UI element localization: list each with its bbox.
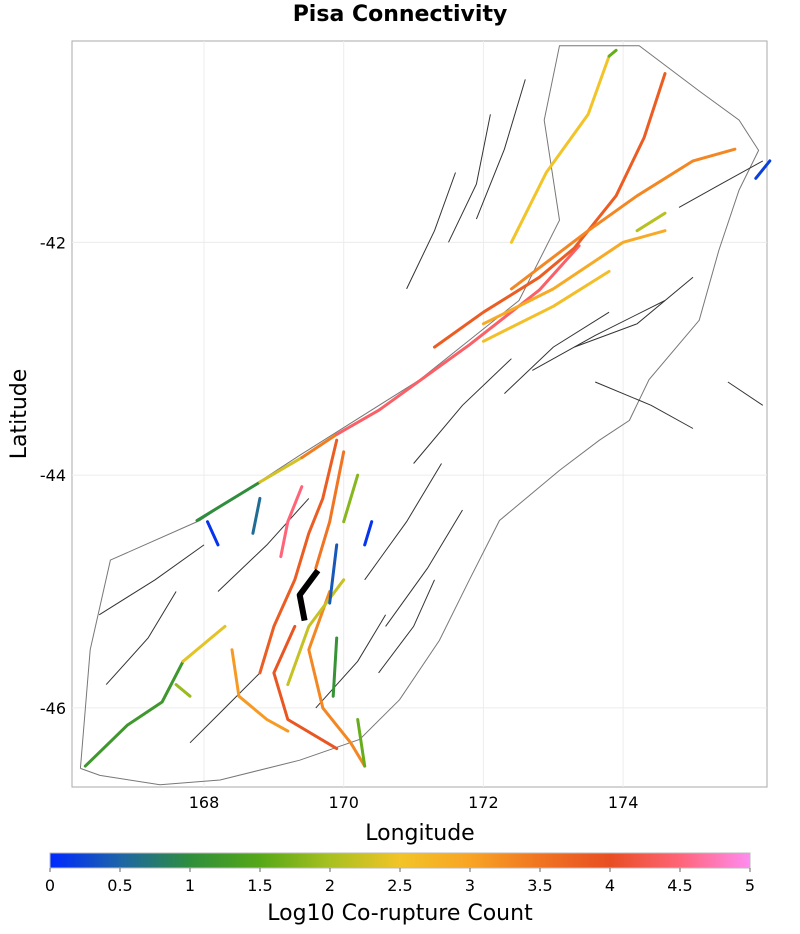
colorbar-tick-label: 3.5 (527, 876, 552, 895)
background-faults (98, 79, 764, 744)
x-axis-ticks: 168 170 172 174 (189, 793, 639, 812)
colorbar-tick-label: 4.5 (667, 876, 692, 895)
y-axis-ticks: -42 -44 -46 (40, 233, 66, 718)
x-tick-label: 168 (189, 793, 220, 812)
fault-trace (272, 624, 339, 751)
target-fault (296, 568, 321, 622)
background-fault (532, 300, 666, 371)
x-axis-label: Longitude (365, 821, 474, 846)
colorbar-label: Log10 Co-rupture Count (267, 901, 533, 926)
y-tick-label: -46 (40, 699, 66, 718)
fault-trace (754, 159, 772, 180)
fault-trace (300, 432, 339, 460)
fault-trace (335, 244, 581, 436)
fault-trace (258, 438, 339, 675)
fault-trace (258, 456, 304, 484)
fault-trace (509, 147, 737, 291)
background-fault (315, 614, 387, 709)
background-fault (448, 114, 491, 243)
background-fault (385, 509, 463, 627)
background-fault (364, 463, 442, 581)
colorbar-tick-label: 1 (185, 876, 195, 895)
x-tick-label: 174 (608, 793, 639, 812)
colorbar-tick-label: 1.5 (247, 876, 272, 895)
colorbar-tick-label: 3 (465, 876, 475, 895)
background-fault (475, 79, 526, 220)
fault-trace (607, 48, 618, 58)
background-fault (189, 672, 261, 744)
colorbar-tick-label: 0.5 (107, 876, 132, 895)
grid (72, 41, 767, 787)
fault-trace (509, 54, 611, 244)
fault-trace (174, 683, 192, 698)
fault-trace (230, 648, 290, 733)
background-fault (98, 544, 205, 616)
background-fault (595, 381, 694, 429)
fault-trace (307, 590, 367, 768)
fault-trace (635, 211, 667, 233)
colorbar-tick-label: 0 (45, 876, 55, 895)
plot-area (71, 40, 768, 788)
colorbar-tick-label: 2.5 (387, 876, 412, 895)
fault-trace (314, 450, 346, 570)
fault-trace (356, 718, 367, 768)
fault-trace (279, 485, 304, 559)
fault-trace (195, 480, 262, 522)
fault-trace (433, 72, 667, 349)
background-fault (406, 172, 456, 290)
background-fault (574, 276, 694, 348)
colorbar-tick-label: 5 (745, 876, 755, 895)
background-fault (727, 381, 764, 406)
background-fault (378, 579, 435, 674)
background-fault (678, 160, 764, 208)
fault-trace (83, 659, 185, 768)
fault-traces (83, 48, 772, 768)
background-fault (217, 498, 310, 592)
y-tick-label: -44 (40, 466, 66, 485)
fault-trace (206, 520, 220, 547)
colorbar-tick-label: 2 (325, 876, 335, 895)
chart-title: Pisa Connectivity (292, 2, 508, 27)
background-fault (504, 311, 610, 394)
fault-trace (481, 269, 611, 343)
fault-trace (181, 624, 227, 663)
y-axis-label: Latitude (7, 369, 32, 460)
x-tick-label: 172 (468, 793, 499, 812)
colorbar-ticks: 0 0.5 1 1.5 2 2.5 3 3.5 4 4.5 5 (45, 868, 755, 895)
colorbar-tick-label: 4 (605, 876, 615, 895)
fault-trace (481, 229, 667, 326)
fault-trace (363, 520, 374, 547)
background-fault (413, 358, 512, 464)
fault-trace (342, 473, 360, 524)
x-tick-label: 170 (328, 793, 359, 812)
y-tick-label: -42 (40, 233, 66, 252)
fault-trace (251, 496, 262, 535)
colorbar (49, 852, 751, 869)
fault-trace (331, 636, 339, 698)
background-fault (105, 591, 177, 685)
fault-trace (328, 543, 339, 605)
